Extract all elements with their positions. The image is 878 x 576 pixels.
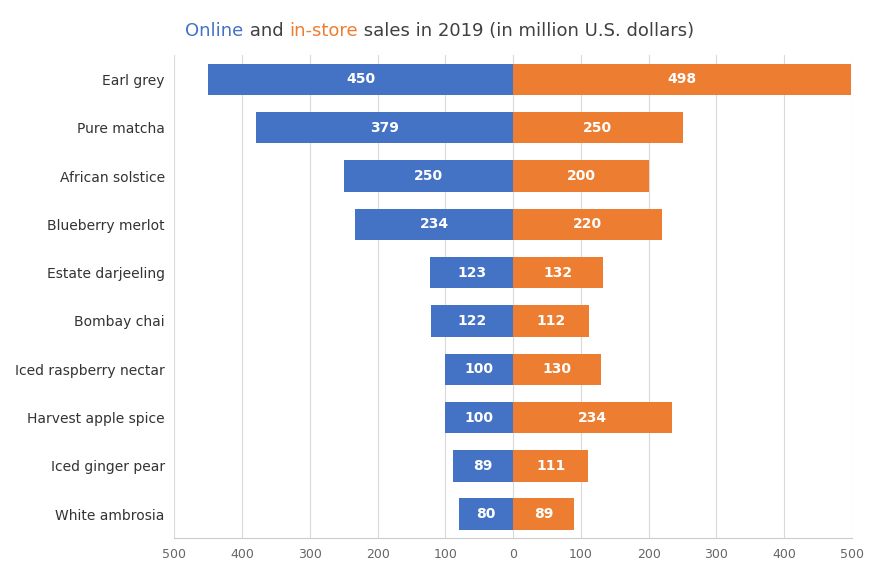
Text: 100: 100 xyxy=(464,411,493,425)
Bar xyxy=(445,402,513,433)
Bar xyxy=(513,257,602,289)
Bar xyxy=(513,305,588,336)
Text: 112: 112 xyxy=(536,314,565,328)
Bar xyxy=(343,160,513,192)
Bar xyxy=(458,498,513,530)
Bar xyxy=(513,450,587,482)
Bar xyxy=(513,64,850,95)
Text: 89: 89 xyxy=(533,507,552,521)
Bar xyxy=(430,305,513,336)
Text: 498: 498 xyxy=(666,73,695,86)
Text: 111: 111 xyxy=(536,459,565,473)
Text: 132: 132 xyxy=(543,266,572,280)
Text: 250: 250 xyxy=(414,169,443,183)
Text: 379: 379 xyxy=(370,121,399,135)
Bar xyxy=(355,209,513,240)
Text: 450: 450 xyxy=(346,73,375,86)
Text: 234: 234 xyxy=(578,411,607,425)
Bar xyxy=(445,354,513,385)
Text: 122: 122 xyxy=(457,314,486,328)
Text: and: and xyxy=(243,22,289,40)
Text: in-store: in-store xyxy=(289,22,357,40)
Bar xyxy=(513,209,661,240)
Bar xyxy=(513,402,671,433)
Bar xyxy=(513,354,601,385)
Text: 100: 100 xyxy=(464,362,493,376)
Bar xyxy=(513,160,648,192)
Bar xyxy=(452,450,513,482)
Bar xyxy=(513,498,572,530)
Text: 130: 130 xyxy=(542,362,571,376)
Text: sales in 2019 (in million U.S. dollars): sales in 2019 (in million U.S. dollars) xyxy=(357,22,693,40)
Text: Online: Online xyxy=(185,22,243,40)
Text: 234: 234 xyxy=(419,217,448,232)
Text: 220: 220 xyxy=(572,217,601,232)
Text: 80: 80 xyxy=(476,507,495,521)
Text: 250: 250 xyxy=(583,121,612,135)
Text: 123: 123 xyxy=(457,266,486,280)
Bar xyxy=(208,64,513,95)
Text: 89: 89 xyxy=(473,459,493,473)
Bar xyxy=(513,112,682,143)
Bar xyxy=(256,112,513,143)
Bar xyxy=(429,257,513,289)
Text: 200: 200 xyxy=(565,169,594,183)
